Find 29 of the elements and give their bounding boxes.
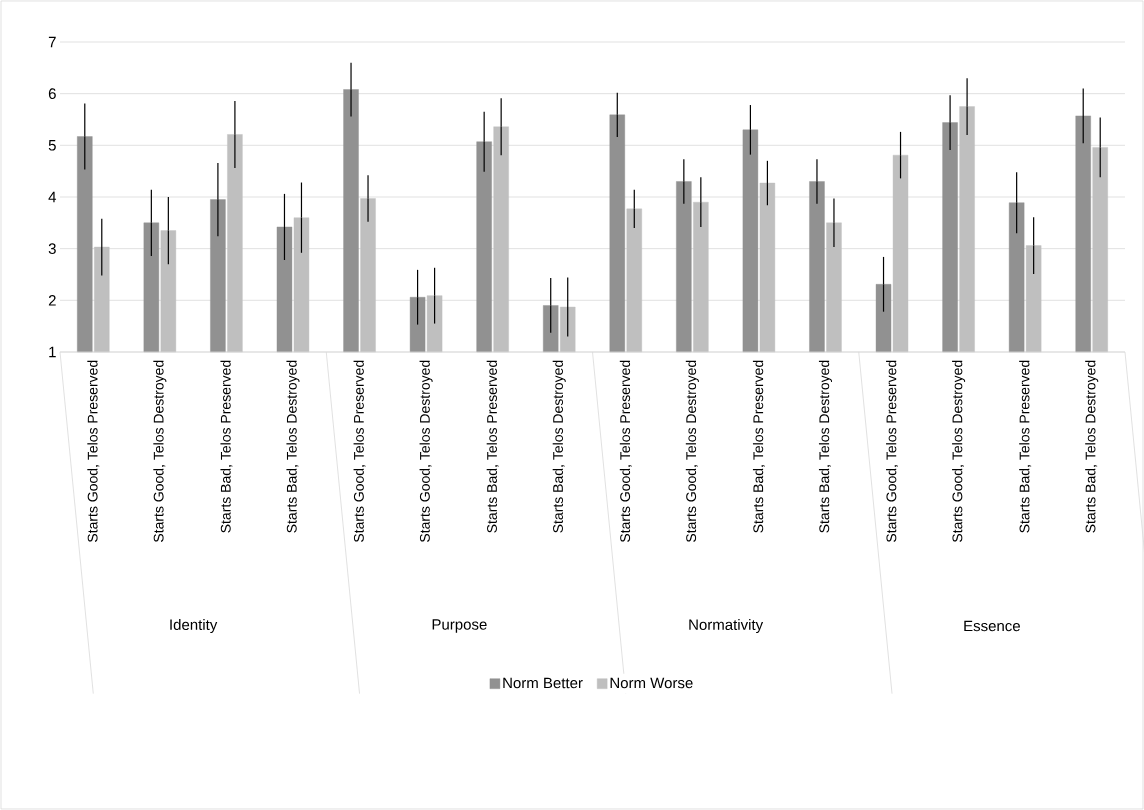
x-tick-label: Starts Good, Telos Destroyed <box>952 360 966 543</box>
y-tick-label: 3 <box>48 243 56 254</box>
x-tick-label: Starts Bad, Telos Preserved <box>220 360 233 533</box>
x-tick-label: Starts Good, Telos Preserved <box>619 360 632 543</box>
y-tick-label: 4 <box>48 191 57 203</box>
y-tick-label: 7 <box>48 36 56 48</box>
x-tick-label: Starts Good, Telos Preserved <box>353 360 366 543</box>
y-tick-label: 1 <box>49 346 56 358</box>
y-tick-label: 5 <box>48 140 56 151</box>
x-tick-label: Starts Good, Telos Preserved <box>886 360 898 543</box>
x-tick-label: Starts Bad, Telos Destroyed <box>1085 360 1099 533</box>
x-tick-label: Starts Bad, Telos Destroyed <box>286 360 300 533</box>
text: Normativity <box>689 619 764 633</box>
x-tick-label: Starts Good, Telos Destroyed <box>685 360 699 543</box>
x-tick-label: Starts Bad, Telos Preserved <box>486 360 499 533</box>
x-tick-label: Starts Bad, Telos Preserved <box>752 360 765 533</box>
legend-label: Norm Worse <box>610 677 693 689</box>
y-tick-label: 6 <box>48 88 56 99</box>
x-tick-label: Starts Bad, Telos Destroyed <box>818 360 832 533</box>
text: Purpose <box>432 619 487 633</box>
text: Identity <box>170 619 218 633</box>
x-tick-label: Starts Bad, Telos Preserved <box>1019 360 1032 533</box>
y-tick-label: 2 <box>48 295 56 306</box>
text: Essence <box>964 620 1020 632</box>
legend-label: Norm Better <box>503 677 583 689</box>
x-tick-label: Starts Good, Telos Destroyed <box>419 360 433 543</box>
x-tick-label: Starts Good, Telos Destroyed <box>153 360 167 543</box>
x-tick-label: Starts Good, Telos Preserved <box>87 360 100 543</box>
x-tick-label: Starts Bad, Telos Destroyed <box>552 360 566 533</box>
